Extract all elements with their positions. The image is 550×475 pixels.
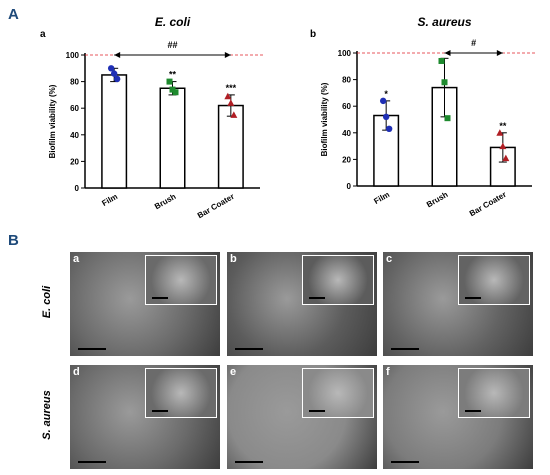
bracket-label: ## bbox=[167, 40, 177, 50]
x-tick-label: Film bbox=[100, 192, 119, 208]
y-tick-label: 40 bbox=[342, 129, 351, 138]
y-tick-label: 0 bbox=[347, 182, 352, 191]
scale-bar bbox=[78, 348, 106, 350]
bracket-arrow-right bbox=[224, 52, 231, 58]
data-point bbox=[107, 65, 115, 72]
y-tick-label: 20 bbox=[70, 157, 79, 166]
x-tick-label: Film bbox=[372, 190, 391, 206]
chart-sub-letter: a bbox=[40, 29, 46, 40]
bracket-arrow-left bbox=[444, 50, 451, 56]
panel-label-B: B bbox=[8, 232, 19, 249]
data-point bbox=[172, 89, 179, 96]
data-point bbox=[113, 75, 121, 83]
chart-title: E. coli bbox=[155, 15, 191, 29]
sem-inset bbox=[458, 368, 530, 418]
sem-letter: c bbox=[386, 253, 393, 265]
sem-row-saureus: S. aureus d e f bbox=[0, 365, 550, 469]
sem-image-c: c bbox=[383, 252, 533, 356]
data-point bbox=[444, 115, 451, 122]
data-point bbox=[385, 125, 393, 133]
data-point bbox=[110, 70, 118, 77]
row-label-saureus: S. aureus bbox=[41, 390, 53, 440]
data-point bbox=[230, 111, 238, 118]
sem-inset bbox=[145, 368, 217, 418]
significance-label: ** bbox=[499, 121, 507, 131]
bracket-label: # bbox=[471, 38, 476, 48]
bar bbox=[489, 146, 516, 187]
y-axis-label: Biofilm viability (%) bbox=[320, 82, 329, 156]
y-tick-label: 100 bbox=[338, 49, 352, 58]
sem-image-f: f bbox=[383, 365, 533, 469]
sem-letter: b bbox=[230, 253, 237, 265]
bracket-arrow-left bbox=[114, 52, 121, 58]
data-point bbox=[224, 92, 232, 100]
data-point bbox=[438, 57, 445, 64]
sem-letter: e bbox=[230, 366, 237, 378]
bar bbox=[101, 74, 128, 189]
data-point bbox=[499, 142, 507, 150]
x-tick-label: Brush bbox=[153, 192, 178, 211]
y-tick-label: 20 bbox=[342, 155, 351, 164]
panel-label-A: A bbox=[8, 6, 19, 23]
bar bbox=[431, 86, 458, 187]
sem-image-e: e bbox=[227, 365, 377, 469]
x-tick-label: Bar Coater bbox=[196, 192, 236, 220]
data-point bbox=[379, 97, 387, 105]
sem-inset bbox=[302, 255, 374, 305]
sem-image-b: b bbox=[227, 252, 377, 356]
scale-bar bbox=[391, 461, 419, 463]
sem-inset bbox=[145, 255, 217, 305]
scale-bar bbox=[78, 461, 106, 463]
y-tick-label: 80 bbox=[342, 76, 351, 85]
y-tick-label: 0 bbox=[75, 184, 80, 193]
y-axis-label: Biofilm viability (%) bbox=[48, 84, 57, 158]
scale-bar bbox=[235, 348, 263, 350]
y-tick-label: 60 bbox=[70, 104, 79, 113]
scale-bar bbox=[235, 461, 263, 463]
sem-inset bbox=[302, 368, 374, 418]
x-tick-label: Bar Coater bbox=[468, 190, 508, 218]
y-tick-label: 100 bbox=[66, 51, 80, 60]
data-point bbox=[441, 79, 448, 86]
significance-label: *** bbox=[226, 83, 237, 93]
significance-label: ** bbox=[169, 70, 177, 80]
data-point bbox=[382, 113, 390, 121]
y-tick-label: 40 bbox=[70, 131, 79, 140]
bar bbox=[159, 87, 186, 189]
bar bbox=[217, 104, 244, 189]
sem-letter: f bbox=[386, 366, 390, 378]
significance-label: * bbox=[384, 89, 388, 99]
chart-title: S. aureus bbox=[417, 15, 471, 29]
y-tick-label: 80 bbox=[70, 78, 79, 87]
row-label-ecoli: E. coli bbox=[41, 285, 53, 319]
data-point bbox=[502, 154, 510, 162]
sem-row-ecoli: E. coli a b c bbox=[0, 252, 550, 356]
data-point bbox=[496, 129, 504, 136]
sem-image-d: d bbox=[70, 365, 220, 469]
scale-bar bbox=[391, 348, 419, 350]
sem-letter: a bbox=[73, 253, 80, 265]
data-point bbox=[166, 78, 173, 85]
bracket-arrow-right bbox=[496, 50, 503, 56]
data-point bbox=[227, 99, 235, 106]
sem-letter: d bbox=[73, 366, 80, 378]
charts-area: a E. coli Biofilm viability (%) 0 20 40 60 80 10… bbox=[40, 15, 536, 220]
sem-image-a: a bbox=[70, 252, 220, 356]
sem-inset bbox=[458, 255, 530, 305]
y-tick-label: 60 bbox=[342, 102, 351, 111]
x-tick-label: Brush bbox=[425, 190, 450, 209]
chart-sub-letter: b bbox=[310, 29, 316, 40]
